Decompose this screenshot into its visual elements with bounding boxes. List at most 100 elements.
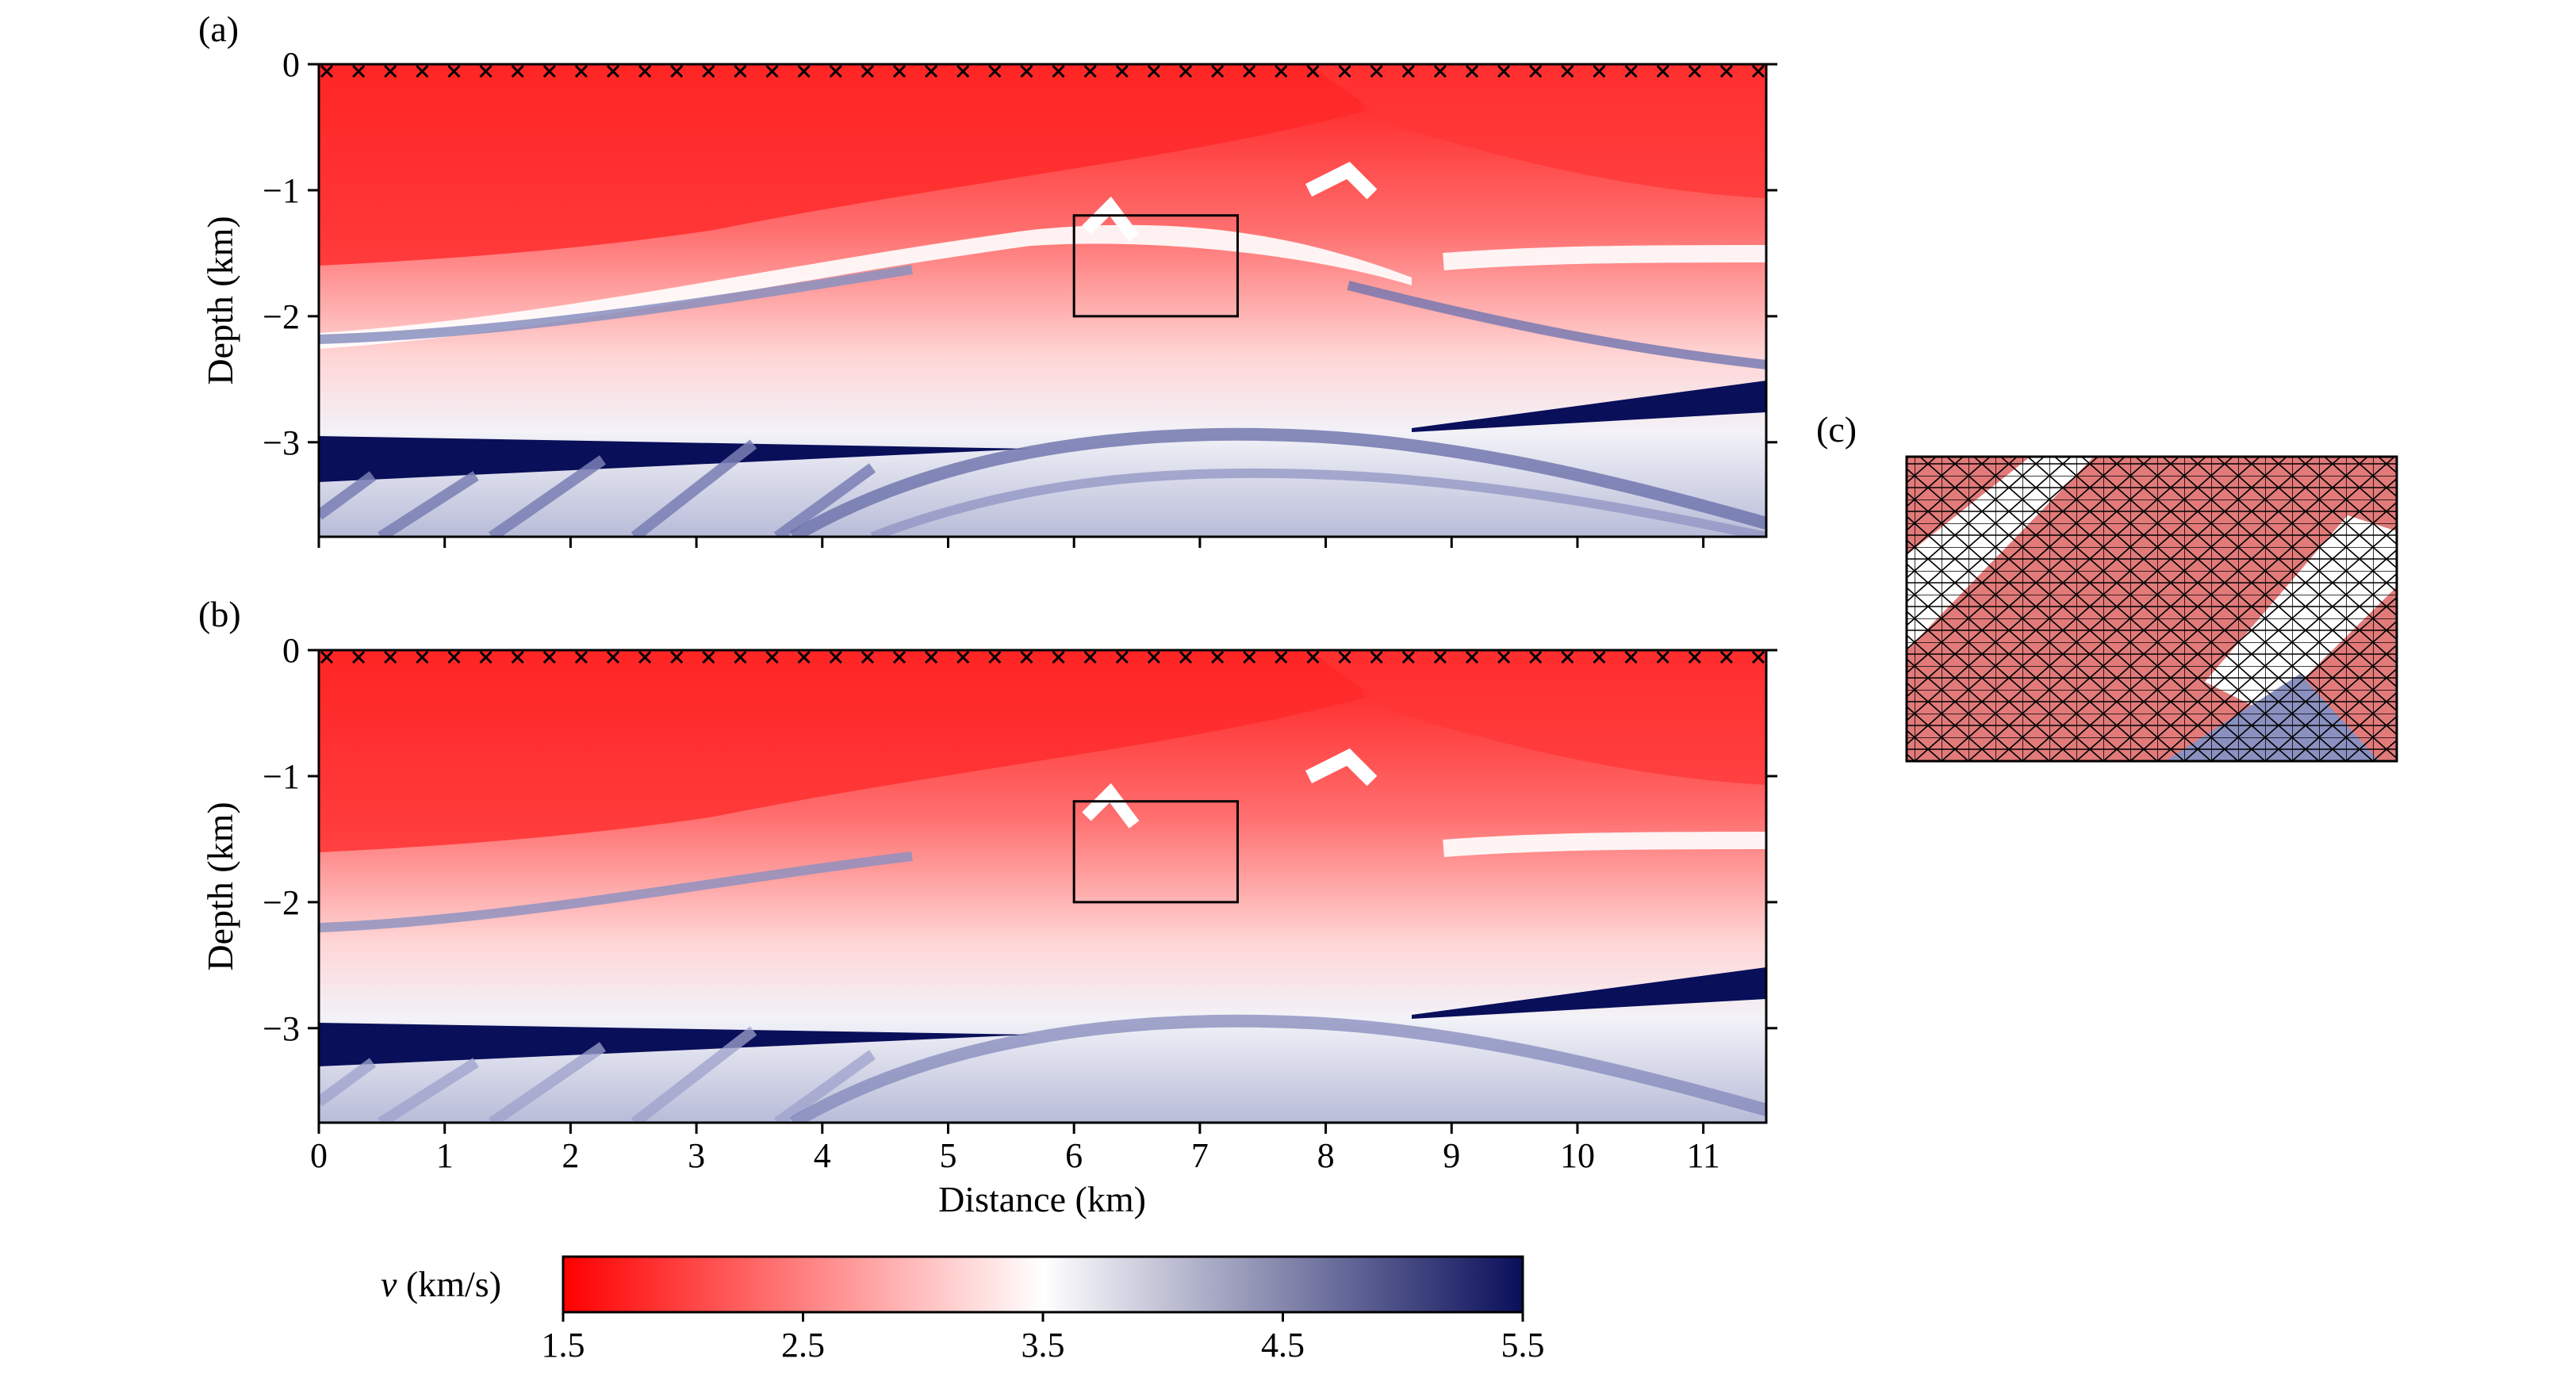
- receiver-marker: [638, 64, 652, 78]
- x-tick-label: 4: [814, 1136, 831, 1175]
- receiver-marker: [1338, 64, 1351, 78]
- receiver-marker: [925, 64, 938, 78]
- receiver-marker: [1529, 650, 1543, 664]
- receiver-marker: [1306, 650, 1320, 664]
- receiver-marker: [1465, 64, 1479, 78]
- colorbar-ticks: 1.5 2.5 3.5 4.5 5.5: [542, 1312, 1545, 1364]
- receiver-marker: [574, 64, 588, 78]
- receiver-marker: [1306, 64, 1320, 78]
- colorbar-tick-label: 4.5: [1261, 1326, 1305, 1364]
- x-tick-label: 0: [310, 1136, 328, 1175]
- panel-a-velocity-field: [319, 64, 1766, 537]
- y-tick-label: −2: [263, 883, 300, 922]
- receiver-marker: [925, 650, 938, 664]
- x-tick-label: 6: [1065, 1136, 1083, 1175]
- receiver-marker: [1624, 650, 1638, 664]
- colorbar-label-unit: (km/s): [397, 1264, 501, 1304]
- receiver-marker: [1052, 650, 1065, 664]
- panel-c-label: (c): [1816, 409, 1857, 450]
- x-tick-label: 8: [1317, 1136, 1335, 1175]
- receiver-marker: [447, 64, 461, 78]
- receiver-marker: [1083, 650, 1097, 664]
- panel-b-y-ticks: 0 −1 −2 −3: [263, 631, 1777, 1048]
- receiver-marker: [1624, 64, 1638, 78]
- receiver-marker: [1020, 64, 1033, 78]
- colorbar-tick-label: 5.5: [1501, 1326, 1545, 1364]
- colorbar-label-var: v: [381, 1264, 397, 1304]
- receiver-marker: [1751, 64, 1765, 78]
- receiver-marker: [542, 64, 556, 78]
- receiver-marker: [829, 650, 842, 664]
- receiver-marker: [1688, 650, 1701, 664]
- receiver-marker: [447, 650, 461, 664]
- panel-b-velocity-field: [319, 650, 1766, 1123]
- receiver-marker: [1529, 64, 1543, 78]
- receiver-marker: [606, 650, 620, 664]
- panel-a: (a) 0 −1 −2 −3 Depth (km): [198, 9, 1777, 548]
- receiver-marker: [702, 64, 715, 78]
- receiver-marker: [638, 650, 652, 664]
- receiver-marker: [1147, 650, 1160, 664]
- receiver-marker: [1115, 64, 1129, 78]
- panel-b-ylabel: Depth (km): [200, 802, 240, 970]
- panel-a-label: (a): [198, 9, 239, 49]
- panel-b-zoom-box: [1072, 800, 1239, 904]
- receiver-marker: [1211, 64, 1225, 78]
- y-tick-label: −3: [263, 423, 300, 462]
- panel-c: (c): [1816, 409, 2398, 763]
- receiver-marker: [861, 64, 874, 78]
- receiver-marker: [956, 64, 970, 78]
- receiver-marker: [1275, 64, 1288, 78]
- x-tick-label: 3: [688, 1136, 705, 1175]
- y-tick-label: −3: [263, 1009, 300, 1048]
- panel-a-ylabel: Depth (km): [200, 216, 240, 385]
- y-tick-label: −2: [263, 297, 300, 336]
- receiver-marker: [1561, 64, 1574, 78]
- receiver-marker: [829, 64, 842, 78]
- receiver-marker: [956, 650, 970, 664]
- receiver-marker: [384, 650, 397, 664]
- colorbar-label: v (km/s): [381, 1264, 501, 1304]
- receiver-marker: [892, 650, 907, 664]
- receiver-marker: [416, 64, 429, 78]
- receiver-marker: [892, 64, 907, 78]
- colorbar: 1.5 2.5 3.5 4.5 5.5 v (km/s): [381, 1255, 1545, 1364]
- panel-b: (b) 0 1 2 3 4 5 6 7 8 9 10 11 0 −1 −2 −3 Depth (km) Di…: [198, 594, 1777, 1219]
- panel-b-frame: [317, 649, 1768, 1124]
- receiver-marker: [479, 650, 493, 664]
- receiver-marker: [1656, 64, 1669, 78]
- receiver-marker: [1593, 64, 1606, 78]
- y-tick-label: 0: [282, 45, 300, 84]
- panel-a-x-ticks: [317, 537, 1705, 548]
- receiver-marker: [734, 64, 747, 78]
- receiver-marker: [511, 64, 524, 78]
- receiver-marker: [1433, 64, 1447, 78]
- x-tick-label: 1: [436, 1136, 454, 1175]
- colorbar-tick-label: 2.5: [781, 1326, 825, 1364]
- receiver-marker: [765, 650, 779, 664]
- y-tick-label: −1: [263, 171, 300, 210]
- receiver-marker: [1275, 650, 1288, 664]
- colorbar-tick-label: 3.5: [1022, 1326, 1065, 1364]
- colorbar-tick-label: 1.5: [542, 1326, 585, 1364]
- receiver-marker: [1243, 64, 1256, 78]
- receiver-marker: [1497, 650, 1511, 664]
- panel-b-xlabel: Distance (km): [938, 1179, 1146, 1219]
- panel-c-mesh: [1907, 457, 2397, 761]
- panel-c-frame: [1905, 455, 2398, 763]
- receiver-marker: [1115, 650, 1129, 664]
- receiver-marker: [1401, 64, 1415, 78]
- receiver-marker: [1052, 64, 1065, 78]
- panel-b-receivers: [320, 650, 1765, 664]
- receiver-marker: [1243, 650, 1256, 664]
- receiver-marker: [1370, 64, 1383, 78]
- receiver-marker: [670, 650, 684, 664]
- x-tick-label: 9: [1443, 1136, 1460, 1175]
- panel-a-zoom-box: [1072, 214, 1239, 318]
- receiver-marker: [479, 64, 493, 78]
- receiver-marker: [1433, 650, 1447, 664]
- receiver-marker: [765, 64, 779, 78]
- receiver-marker: [1083, 64, 1097, 78]
- colorbar-gradient: [562, 1255, 1524, 1314]
- y-tick-label: 0: [282, 631, 300, 670]
